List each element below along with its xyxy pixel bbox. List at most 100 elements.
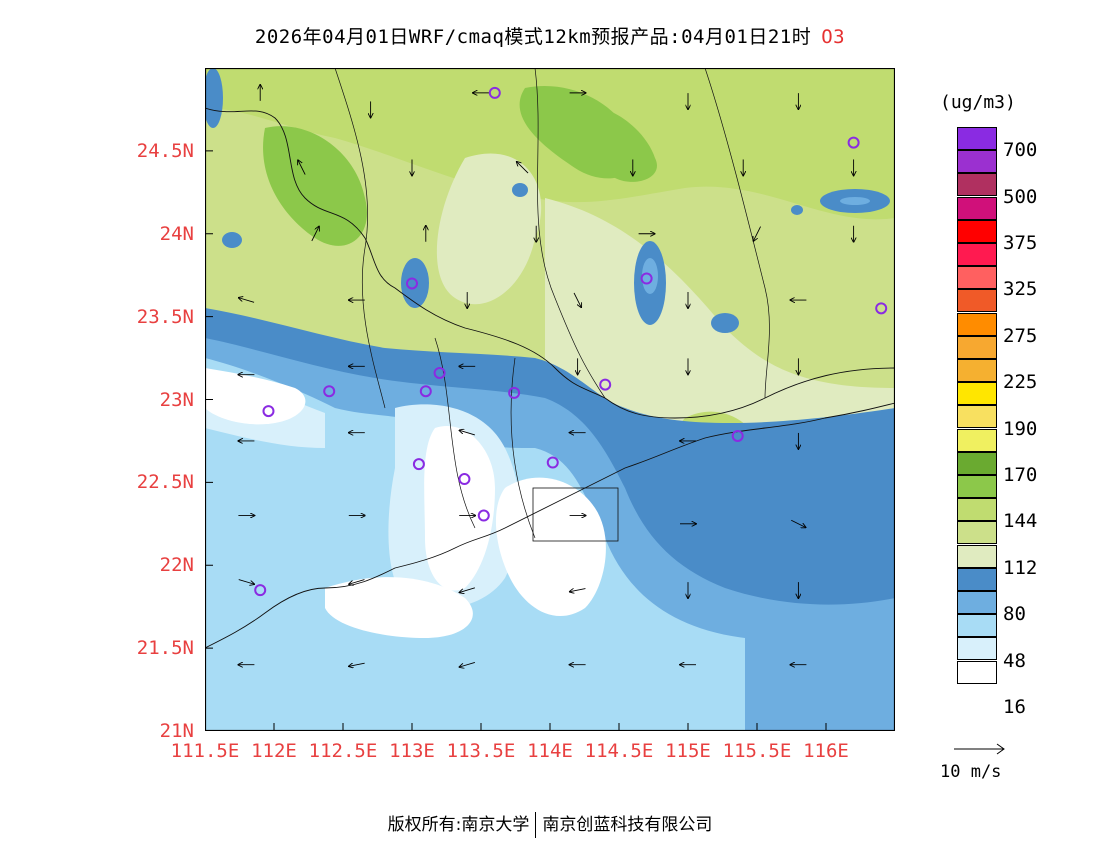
wind-arrow: [517, 162, 529, 174]
legend-swatch: [957, 127, 997, 150]
legend-swatch: [957, 451, 997, 475]
legend-swatch: [957, 567, 997, 591]
wind-arrow: [238, 579, 254, 585]
legend-swatch: [957, 428, 997, 452]
legend-swatch: [957, 614, 997, 638]
wind-arrow: [239, 298, 255, 303]
legend-swatch: [957, 359, 997, 382]
station-marker: [419, 385, 432, 398]
legend-label: 80: [1003, 603, 1026, 626]
legend-units: (ug/m3): [940, 92, 1016, 113]
field-lowest-west: [205, 368, 306, 425]
legend-swatch: [957, 266, 997, 290]
lat-tick-label: 21.5N: [136, 637, 194, 660]
coastline: [205, 402, 895, 649]
station-marker: [406, 277, 418, 290]
legend-swatch: [957, 150, 997, 174]
wind-arrow: [460, 587, 475, 593]
city-borders: [334, 68, 770, 539]
station-marker: [323, 385, 336, 398]
station-marker: [458, 473, 471, 486]
station-marker: [847, 136, 860, 149]
legend-label: 325: [1003, 278, 1038, 301]
lon-tick-label: 112E: [251, 740, 297, 762]
field-patch-3: [711, 313, 739, 333]
legend-swatch: [957, 382, 997, 406]
lat-tick-label: 23.5N: [136, 305, 194, 328]
footer-right: 南京创蓝科技有限公司: [542, 815, 713, 835]
legend-swatch: [957, 312, 997, 336]
wind-arrow: [460, 661, 475, 667]
field-patch-7: [205, 68, 223, 128]
lat-tick-label: 21N: [159, 720, 194, 742]
wind-arrow: [349, 579, 365, 585]
station-marker: [546, 456, 559, 469]
species-label: O3: [821, 26, 846, 48]
field-patch-1: [401, 258, 429, 308]
title-text: 2026年04月01日WRF/cmaq模式12km预报产品:04月01日21时: [254, 26, 812, 48]
legend-swatch: [957, 521, 997, 545]
legend-swatch: [957, 637, 997, 661]
lon-tick-label: 113E: [389, 740, 435, 762]
footer: 版权所有:南京大学 南京创蓝科技有限公司: [0, 810, 1100, 838]
lon-tick-label: 115E: [665, 740, 711, 762]
lat-tick-label: 24.5N: [136, 139, 194, 162]
wind-reference-label: 10 m/s: [940, 762, 1002, 782]
wind-arrow: [753, 226, 761, 241]
lon-tick-label: 115.5E: [722, 740, 792, 762]
legend-swatch: [957, 196, 997, 220]
wind-reference-arrow: [954, 743, 1005, 755]
station-marker: [599, 378, 612, 391]
legend-swatch: [957, 335, 997, 359]
legend-label: 48: [1003, 649, 1026, 672]
wind-arrow: [570, 588, 586, 592]
field-lowest-coast: [325, 577, 473, 638]
field-lowest-hk: [495, 477, 606, 617]
field-patch-8: [791, 205, 803, 215]
legend-label: 700: [1003, 139, 1038, 162]
legend-swatch: [957, 475, 997, 498]
legend-swatch: [957, 243, 997, 266]
legend-swatch: [957, 219, 997, 243]
shenzhen-box: [532, 487, 619, 542]
field-patch-5: [512, 183, 528, 197]
wind-arrow: [349, 662, 365, 666]
legend-label: 16: [1003, 696, 1026, 718]
legend-swatch: [957, 173, 997, 197]
wind-arrow: [791, 519, 805, 527]
legend-label: 190: [1003, 417, 1038, 440]
lat-tick-label: 22.5N: [136, 471, 194, 494]
field-144-north: [263, 126, 367, 246]
station-marker: [508, 386, 521, 399]
station-marker: [477, 509, 490, 522]
legend-label: 375: [1003, 232, 1038, 254]
lat-tick-label: 22N: [159, 554, 194, 577]
station-marker: [640, 272, 653, 285]
field-144-ne: [573, 106, 657, 182]
station-marker: [412, 458, 425, 471]
footer-left: 版权所有:南京大学: [387, 815, 530, 835]
legend-label: 170: [1003, 464, 1038, 486]
lon-tick-label: 114.5E: [584, 740, 654, 762]
station-marker: [488, 86, 501, 99]
legend-swatch: [957, 591, 997, 614]
wind-arrow: [311, 227, 319, 242]
lon-tick-label: 112.5E: [308, 740, 378, 762]
legend-label: 275: [1003, 324, 1038, 347]
field-patch-6: [222, 232, 242, 248]
legend-swatch: [957, 544, 997, 568]
legend-swatch: [957, 405, 997, 429]
legend-swatch: [957, 289, 997, 313]
legend-label: 225: [1003, 371, 1038, 394]
legend-swatch: [957, 660, 997, 684]
province-border: [205, 107, 895, 419]
lon-tick-label: 116E: [803, 740, 849, 762]
legend-label: 112: [1003, 556, 1038, 579]
ozone-concentration-map: [205, 68, 895, 731]
lon-tick-label: 114E: [527, 740, 573, 762]
wind-vectors: [238, 85, 853, 667]
lon-tick-label: 113.5E: [446, 740, 516, 762]
wind-arrow: [573, 292, 581, 307]
field-lowest-pearl-river: [424, 426, 495, 591]
lat-tick-label: 23N: [159, 388, 194, 411]
